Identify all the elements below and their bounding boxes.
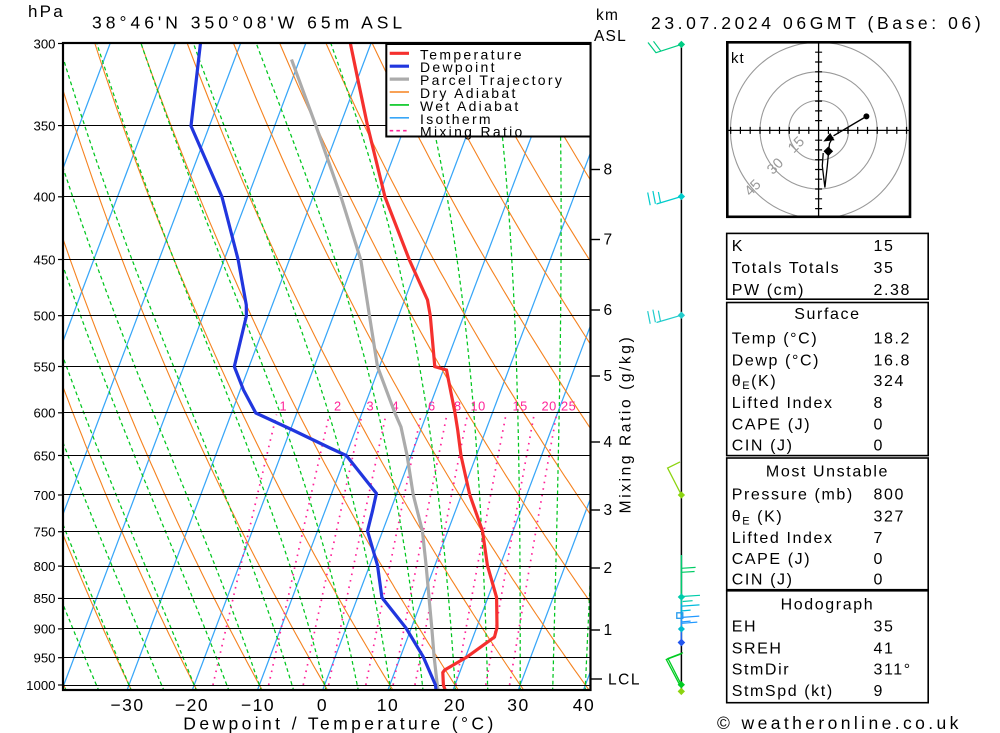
svg-text:41: 41	[874, 640, 895, 657]
svg-text:550: 550	[33, 359, 55, 374]
svg-text:1: 1	[280, 399, 288, 414]
svg-text:CAPE (J): CAPE (J)	[732, 551, 811, 568]
svg-text:1: 1	[604, 622, 613, 639]
svg-text:θE (K): θE (K)	[732, 508, 784, 527]
svg-text:15: 15	[513, 399, 528, 414]
svg-text:400: 400	[33, 190, 55, 205]
svg-text:450: 450	[33, 252, 55, 267]
svg-text:300: 300	[33, 36, 55, 51]
svg-text:Dewpoint / Temperature (°C): Dewpoint / Temperature (°C)	[183, 714, 496, 733]
svg-text:© weatheronline.co.uk: © weatheronline.co.uk	[717, 713, 962, 733]
svg-text:−30: −30	[110, 695, 144, 715]
svg-text:StmSpd (kt): StmSpd (kt)	[732, 683, 834, 700]
svg-text:−10: −10	[241, 695, 275, 715]
svg-text:15: 15	[874, 238, 895, 255]
svg-text:ASL: ASL	[594, 28, 627, 45]
svg-text:25: 25	[561, 399, 576, 414]
svg-text:327: 327	[874, 508, 906, 525]
svg-text:0: 0	[874, 438, 885, 455]
svg-text:CIN (J): CIN (J)	[732, 572, 794, 589]
svg-text:6: 6	[428, 399, 436, 414]
svg-text:20: 20	[542, 399, 557, 414]
svg-text:5: 5	[604, 368, 613, 385]
svg-text:23.07.2024 06GMT (Base: 06): 23.07.2024 06GMT (Base: 06)	[651, 13, 984, 33]
svg-text:Most Unstable: Most Unstable	[766, 464, 889, 481]
svg-text:0: 0	[317, 695, 328, 715]
svg-text:Hodograph: Hodograph	[781, 597, 875, 614]
svg-text:9: 9	[874, 683, 885, 700]
svg-text:StmDir: StmDir	[732, 662, 790, 679]
svg-text:K: K	[732, 238, 744, 255]
svg-text:Parcel Trajectory: Parcel Trajectory	[420, 72, 564, 88]
svg-text:Lifted Index: Lifted Index	[732, 395, 834, 412]
svg-text:16.8: 16.8	[874, 353, 912, 370]
svg-text:SREH: SREH	[732, 640, 783, 657]
svg-text:4: 4	[392, 399, 400, 414]
svg-text:700: 700	[33, 488, 55, 503]
svg-text:Temp (°C): Temp (°C)	[732, 330, 819, 347]
svg-text:8: 8	[874, 395, 885, 412]
svg-text:kt: kt	[731, 50, 745, 67]
svg-text:350: 350	[33, 118, 55, 133]
svg-text:LCL: LCL	[608, 672, 641, 689]
svg-text:900: 900	[33, 622, 55, 637]
svg-text:1000: 1000	[26, 678, 55, 693]
svg-text:38°46'N 350°08'W 65m ASL: 38°46'N 350°08'W 65m ASL	[92, 13, 406, 33]
svg-text:10: 10	[377, 695, 399, 715]
svg-text:Lifted Index: Lifted Index	[732, 530, 834, 547]
svg-text:3: 3	[604, 502, 613, 519]
svg-text:500: 500	[33, 309, 55, 324]
svg-text:2: 2	[604, 560, 613, 577]
svg-text:0: 0	[874, 572, 885, 589]
svg-text:Dry Adiabat: Dry Adiabat	[420, 85, 518, 101]
svg-text:7: 7	[604, 232, 613, 249]
svg-text:800: 800	[874, 486, 906, 503]
svg-text:7: 7	[874, 530, 885, 547]
svg-text:Pressure (mb): Pressure (mb)	[732, 486, 854, 503]
svg-text:2: 2	[334, 399, 342, 414]
svg-text:30: 30	[507, 695, 529, 715]
svg-text:θE(K): θE(K)	[732, 373, 778, 392]
svg-text:2.38: 2.38	[874, 282, 912, 299]
svg-text:hPa: hPa	[28, 2, 65, 21]
svg-text:311°: 311°	[874, 662, 912, 679]
svg-text:324: 324	[874, 373, 906, 390]
svg-text:18.2: 18.2	[874, 330, 912, 347]
svg-text:Totals Totals: Totals Totals	[732, 260, 841, 277]
svg-text:35: 35	[874, 260, 895, 277]
svg-text:−20: −20	[175, 695, 209, 715]
svg-text:Dewpoint: Dewpoint	[420, 59, 497, 75]
svg-text:Isotherm: Isotherm	[420, 111, 493, 127]
svg-text:3: 3	[367, 399, 375, 414]
svg-text:10: 10	[471, 399, 486, 414]
svg-text:35: 35	[874, 618, 895, 635]
svg-text:Mixing Ratio (g/kg): Mixing Ratio (g/kg)	[618, 335, 635, 514]
svg-text:0: 0	[874, 417, 885, 434]
svg-text:20: 20	[444, 695, 466, 715]
svg-text:0: 0	[874, 551, 885, 568]
svg-text:8: 8	[604, 162, 613, 179]
svg-text:PW (cm): PW (cm)	[732, 282, 805, 299]
svg-text:km: km	[596, 7, 619, 24]
svg-text:EH: EH	[732, 618, 757, 635]
svg-text:Dewp (°C): Dewp (°C)	[732, 353, 820, 370]
svg-text:600: 600	[33, 406, 55, 421]
svg-text:650: 650	[33, 448, 55, 463]
svg-text:950: 950	[33, 651, 55, 666]
svg-text:40: 40	[573, 695, 595, 715]
svg-text:Temperature: Temperature	[420, 46, 524, 62]
svg-text:8: 8	[454, 399, 462, 414]
svg-text:750: 750	[33, 525, 55, 540]
svg-text:800: 800	[33, 559, 55, 574]
svg-text:Wet Adiabat: Wet Adiabat	[420, 98, 521, 114]
svg-text:Mixing Ratio: Mixing Ratio	[420, 124, 525, 140]
svg-text:CAPE (J): CAPE (J)	[732, 417, 811, 434]
svg-text:6: 6	[604, 302, 613, 319]
svg-text:850: 850	[33, 591, 55, 606]
svg-text:Surface: Surface	[794, 306, 860, 323]
svg-text:4: 4	[604, 434, 613, 451]
svg-text:CIN (J): CIN (J)	[732, 438, 794, 455]
